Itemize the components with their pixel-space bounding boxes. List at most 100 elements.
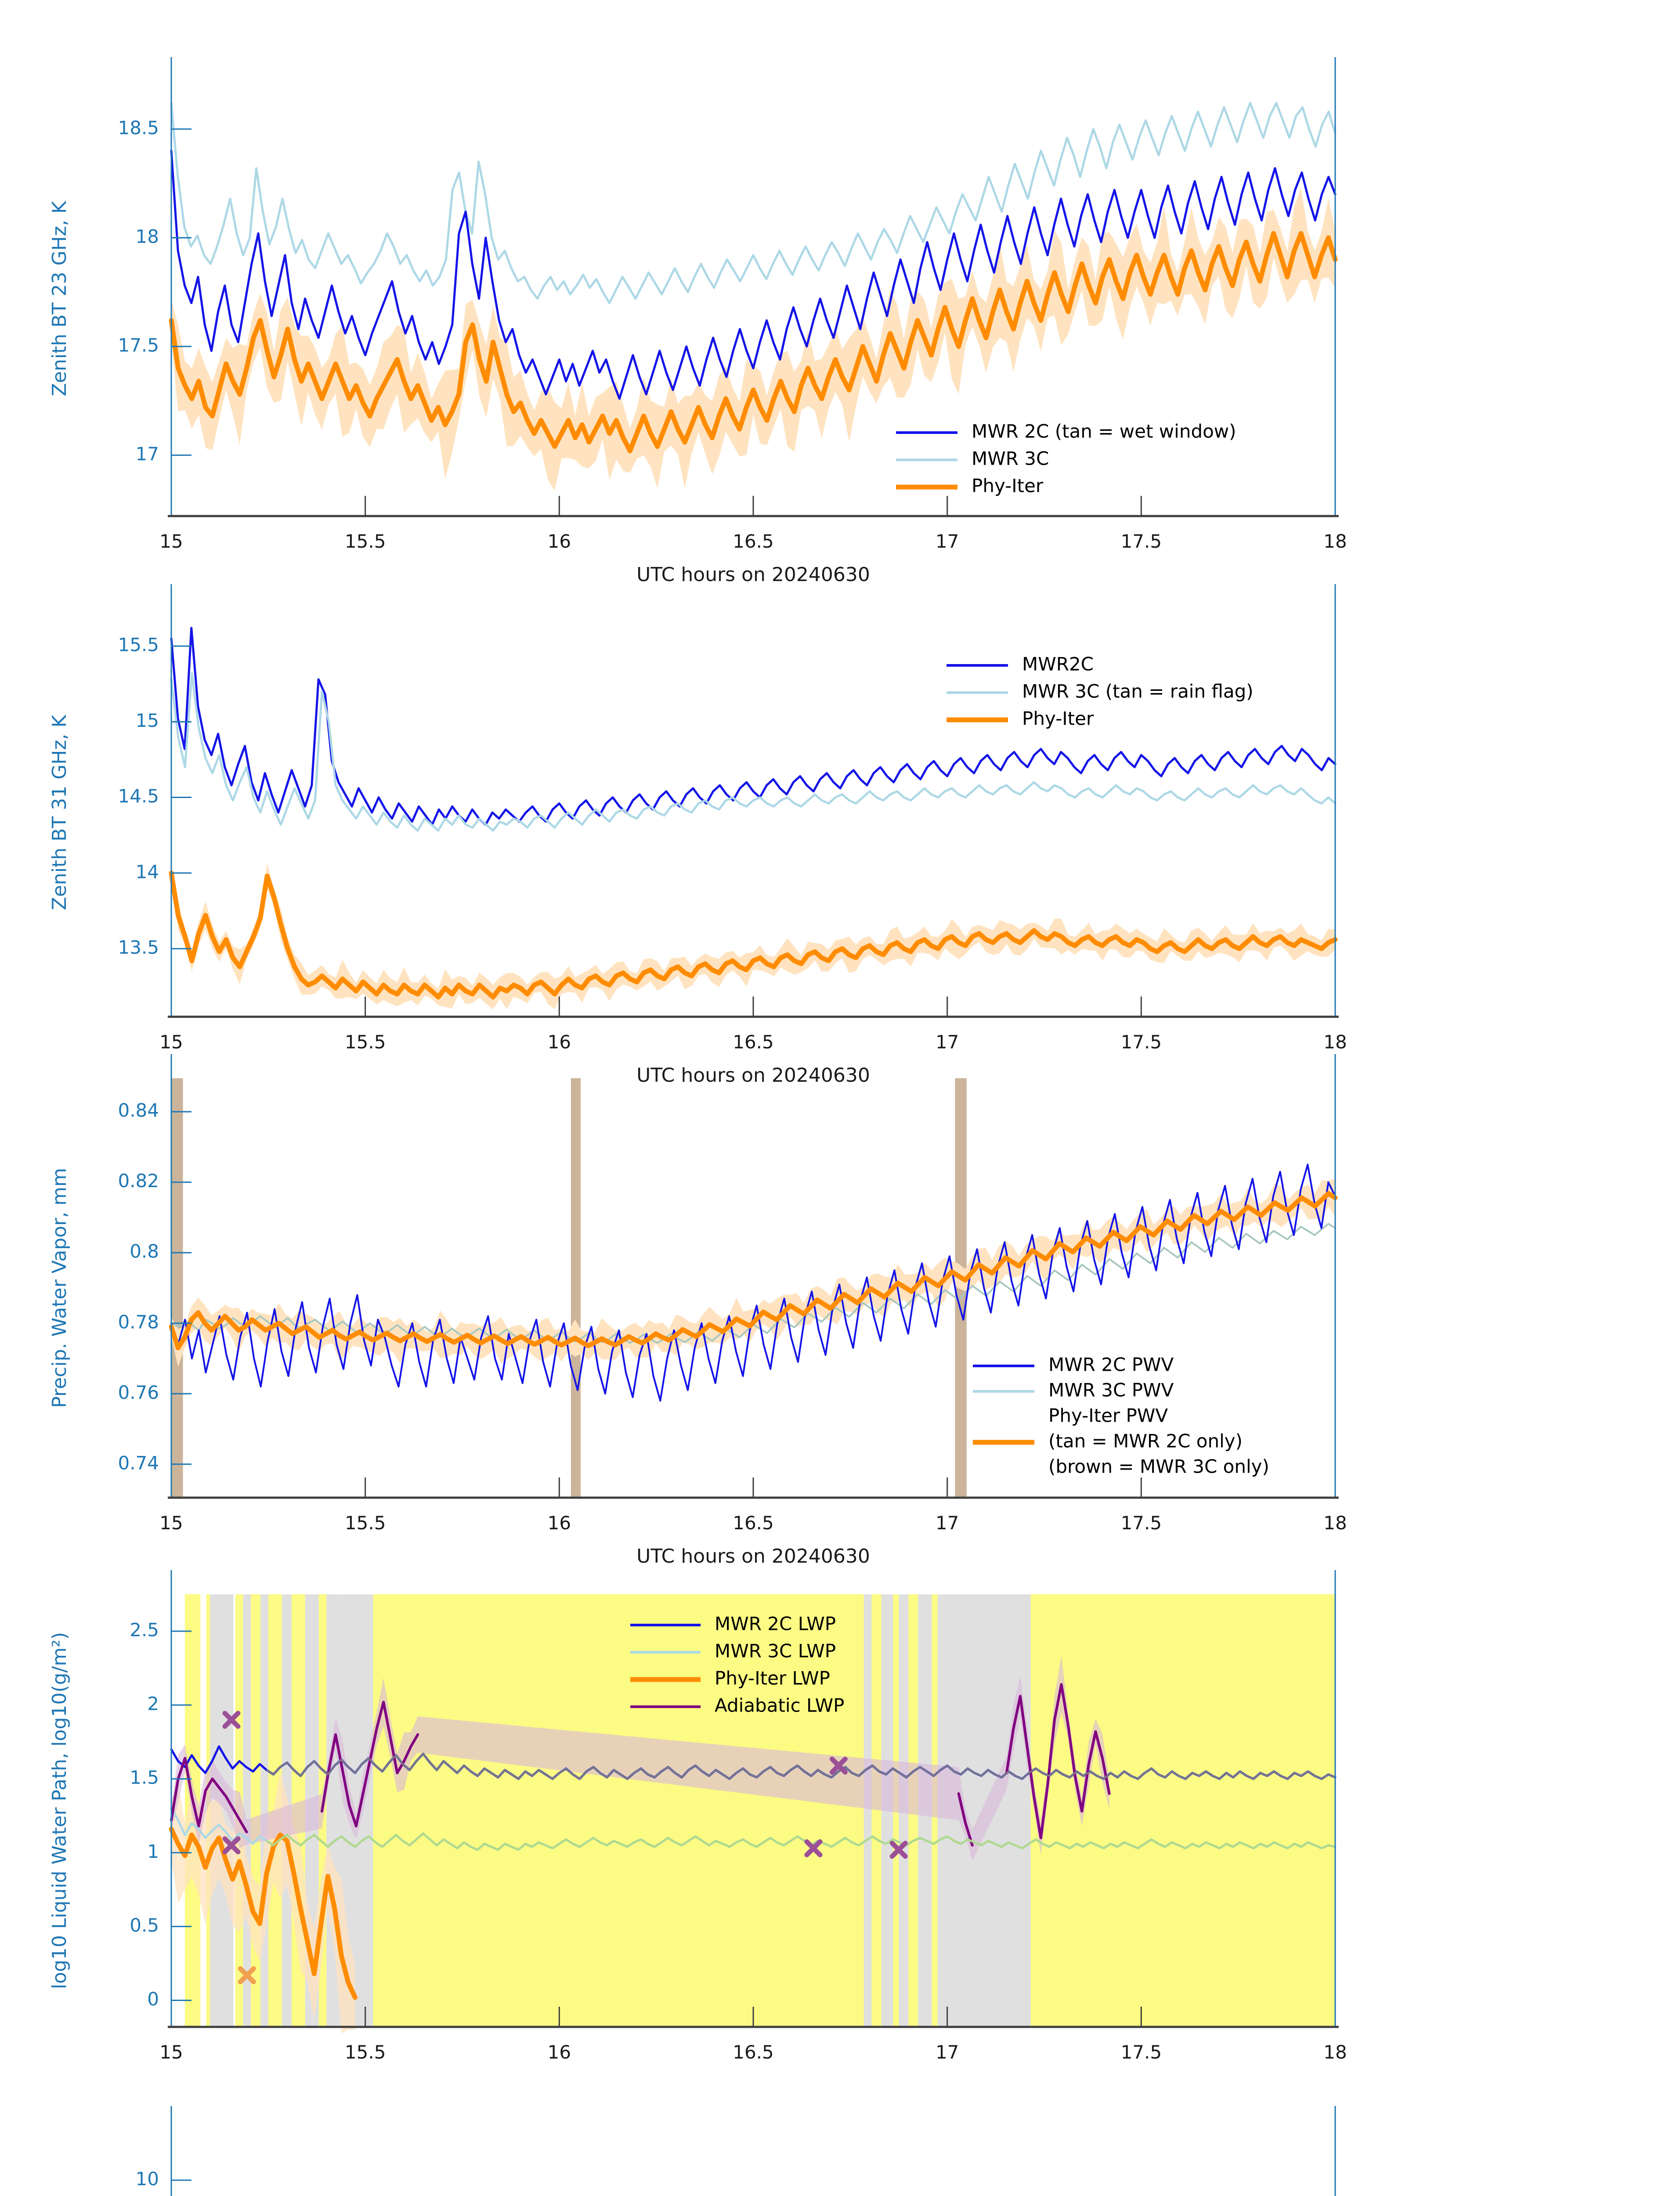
- y-tick-label: 0.78: [118, 1311, 159, 1333]
- series-line-mwr-3c-flagged: [266, 1832, 1336, 1851]
- y-tick-label: 13.5: [118, 937, 159, 958]
- data-lines: [169, 1163, 1338, 1402]
- y-axis-title: Zenith BT 23 GHz, K: [48, 201, 71, 397]
- x-tick-label: 17.5: [1121, 1512, 1162, 1534]
- brown-shaded-bands: [171, 1078, 967, 1498]
- x-tick-label: 15.5: [345, 1031, 386, 1053]
- legend-label: Phy-Iter: [1022, 708, 1094, 730]
- x-axis-title: UTC hours on 20240630: [636, 2074, 870, 2077]
- x-tick-label: 16: [548, 2041, 571, 2063]
- y-tick-label: 17.5: [118, 334, 159, 356]
- x-tick-label: 17: [936, 2041, 959, 2063]
- legend-label: MWR 3C LWP: [715, 1640, 836, 1662]
- series-line-phy-iter: [169, 870, 1338, 1000]
- legend: MWR 2C LWP MWR 3C LWP Phy-Iter LWP Adiabati…: [630, 1613, 844, 1716]
- series-line-mwr2c: [170, 627, 1337, 826]
- x-tick-label: 16: [548, 1512, 571, 1534]
- x-tick-label: 16.5: [733, 2041, 774, 2063]
- data-lines: [169, 627, 1338, 1000]
- x-tick-label: 17: [936, 1031, 959, 1053]
- x-axis-title: UTC hours on 20240630: [636, 1064, 870, 1085]
- outlier-marker-x: [222, 1836, 241, 1855]
- legend-label: MWR 3C PWV: [1048, 1380, 1174, 1401]
- flag-band-yellow: [1030, 1594, 1335, 2027]
- outlier-markers: [222, 1711, 908, 1984]
- y-tick-label: 0.74: [118, 1452, 159, 1474]
- legend-label: MWR 2C PWV: [1048, 1354, 1174, 1376]
- legend-label: Phy-Iter: [972, 475, 1044, 497]
- flag-band-yellow: [373, 1594, 864, 2027]
- shaded-band: [171, 1078, 183, 1498]
- x-tick-label: 16.5: [733, 1512, 774, 1534]
- legend-label: MWR2C: [1022, 654, 1094, 675]
- y-tick-label: 18: [136, 226, 159, 247]
- y-tick-label: 0.84: [118, 1100, 159, 1121]
- y-axis-ticks: 0 0.5 1 1.5 2 2.5: [130, 1619, 191, 2010]
- y-tick-label: 0.5: [130, 1914, 159, 1936]
- legend-label: MWR 2C LWP: [715, 1613, 836, 1635]
- x-tick-label: 17: [936, 531, 959, 552]
- legend-label: Phy-Iter PWV: [1048, 1405, 1168, 1427]
- x-tick-label: 15.5: [345, 1512, 386, 1534]
- y-tick-label: 18.5: [118, 117, 159, 138]
- x-tick-label: 16: [548, 1031, 571, 1053]
- panel-zenith-bt-23ghz: 17 17.5 18 18.5 15 15.5 16 16.5 17 17.5 18 UTC hour…: [0, 0, 1680, 584]
- y-tick-label: 1: [147, 1841, 159, 1862]
- x-tick-label: 17.5: [1121, 1031, 1162, 1053]
- outlier-marker-x: [829, 1756, 848, 1775]
- outlier-marker-x: [238, 1966, 256, 1984]
- shaded-band: [571, 1078, 581, 1498]
- x-tick-label: 16.5: [733, 531, 774, 552]
- x-tick-label: 15: [159, 2041, 183, 2063]
- legend-label: Phy-Iter LWP: [715, 1668, 830, 1689]
- x-tick-label: 17: [936, 1512, 959, 1534]
- series-line-mwr-2c-pwv: [170, 1163, 1336, 1402]
- x-tick-label: 15: [159, 1031, 183, 1053]
- series-line-phy-iter: [169, 231, 1338, 453]
- legend-label: MWR 3C: [972, 448, 1049, 470]
- legend-label: Adiabatic LWP: [715, 1695, 844, 1716]
- series-line-mwr-2c: [170, 149, 1337, 400]
- series-line-mwr-3c: [170, 672, 1337, 832]
- y-tick-label: 17: [136, 443, 159, 465]
- flag-band-gray: [260, 1594, 268, 2027]
- data-lines: [169, 1683, 1337, 2000]
- panel-precip-water-vapor: 0.74 0.76 0.78 0.8 0.82 0.84 15 15.5 16 16.5 17 17.…: [0, 1054, 1680, 1577]
- y-axis-ticks: 13.5 14 14.5 15 15.5: [118, 634, 191, 958]
- legend: MWR 2C (tan = wet window) MWR 3C Phy-Iter: [896, 421, 1236, 497]
- x-tick-label: 15.5: [345, 531, 386, 552]
- legend-label: MWR 2C (tan = wet window): [972, 421, 1236, 442]
- y-tick-label: 15: [136, 710, 159, 731]
- y-tick-label: 0: [147, 1988, 159, 2010]
- x-tick-label: 17.5: [1121, 531, 1162, 552]
- uncertainty-band-phy-iter: [171, 863, 1335, 1010]
- uncertainty-band-phy-iter: [171, 1179, 1335, 1367]
- y-axis-ticks: 17 17.5 18 18.5: [118, 117, 191, 465]
- series-line-adiabatic-lwp: [170, 1683, 1111, 1847]
- outlier-marker-x: [889, 1841, 908, 1859]
- y-tick-label: 14: [136, 861, 159, 882]
- panel-liquid-water-path: 0 0.5 1 1.5 2 2.5 15 15.5 16 16.5 17 17.5 18 UTC hour…: [0, 1564, 1680, 2077]
- x-axis-title: UTC hours on 20240630: [636, 1545, 870, 1568]
- x-tick-label: 16: [548, 531, 571, 552]
- x-tick-label: 16.5: [733, 1031, 774, 1053]
- x-axis-ticks: 15 15.5 16 16.5 17 17.5 18: [159, 2007, 1347, 2063]
- series-line-phy-iter-pwv: [169, 1191, 1338, 1351]
- legend-label: (tan = MWR 2C only): [1048, 1430, 1243, 1452]
- x-tick-label: 15: [159, 531, 183, 552]
- y-axis-title: Precip. Water Vapor, mm: [48, 1168, 71, 1408]
- flag-band-gray: [863, 1594, 872, 2027]
- x-tick-label: 15: [159, 1512, 183, 1534]
- series-line-phy-iter-lwp: [169, 1827, 358, 2000]
- x-axis-ticks: 15 15.5 16 16.5 17 17.5 18: [159, 997, 1347, 1053]
- legend: MWR2C MWR 3C (tan = rain flag) Phy-Iter: [947, 654, 1254, 730]
- panel-zenith-bt-31ghz: 13.5 14 14.5 15 15.5 15 15.5 16 16.5 17 17.5 18 UTC …: [0, 584, 1680, 1085]
- x-axis-title: UTC hours on 20240630: [636, 563, 870, 584]
- series-line-mwr-3c: [170, 102, 1337, 304]
- y-axis-ticks: 0246810: [136, 2168, 191, 2190]
- y-tick-label: 0.8: [130, 1241, 159, 1262]
- y-axis-ticks: 0.74 0.76 0.78 0.8 0.82 0.84: [118, 1100, 191, 1474]
- x-tick-label: 18: [1323, 1512, 1347, 1534]
